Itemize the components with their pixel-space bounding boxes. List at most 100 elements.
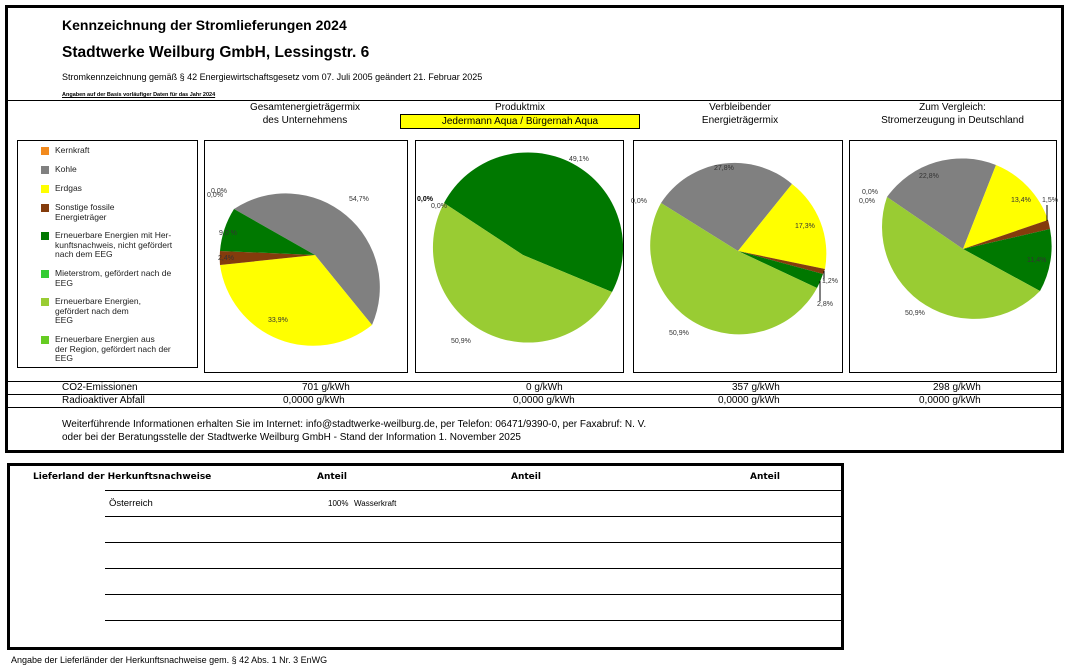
- legend-label: Erdgas: [55, 183, 82, 193]
- data-basis-note: Angaben auf der Basis vorläufiger Daten …: [62, 92, 216, 98]
- row-divider: [105, 490, 841, 491]
- co2-residual: 357 g/kWh: [732, 382, 780, 393]
- legend-label: kunftsnachweis, nicht gefördert: [55, 239, 173, 250]
- pie-chart-germany: 22,8% 0,0% 0,0% 13,4% 1,5% 11,4% 50,9%: [849, 140, 1058, 373]
- slice-label: 49,1%: [569, 156, 589, 163]
- slice-label: 0,0%: [859, 198, 875, 205]
- column-header-line: Verbleibender: [709, 102, 771, 113]
- slice-label: 0,0%: [631, 198, 647, 205]
- co2-row: CO2-Emissionen 701 g/kWh 0 g/kWh 357 g/k…: [8, 382, 1061, 394]
- legend-item-erdgas: Erdgas: [41, 183, 195, 194]
- co2-germany: 298 g/kWh: [933, 382, 981, 393]
- footer-note: Angabe der Lieferländer der Herkunftsnac…: [11, 655, 328, 665]
- row-divider: [105, 620, 841, 621]
- column-header-germany: Zum Vergleich: Stromerzeugung in Deutsch…: [850, 101, 1055, 127]
- legend-label: EEG: [55, 353, 73, 363]
- legend-label: Sonstige fossile: [55, 202, 115, 212]
- pie-svg: [882, 158, 1052, 319]
- slice-label: 27,8%: [714, 165, 734, 172]
- legend-item-sonstige-fossile: Sonstige fossile Energieträger: [41, 202, 195, 222]
- swatch-icon: [41, 336, 49, 344]
- legend-label: Mieterstrom, gefördert nach de: [55, 268, 172, 278]
- waste-company: 0,0000 g/kWh: [283, 395, 345, 406]
- legend-item-region: Erneuerbare Energien aus der Region, gefö…: [41, 334, 195, 364]
- pie-svg: [219, 193, 380, 346]
- row-type: Wasserkraft: [354, 499, 397, 508]
- legend-item-kohle: Kohle: [41, 164, 195, 175]
- page-title: Kennzeichnung der Stromlieferungen 2024: [62, 17, 347, 33]
- slice-label: 0,0%: [211, 188, 227, 195]
- divider: [8, 407, 1061, 408]
- slice-label: 0,0%: [417, 196, 433, 203]
- legend-label: nach dem EEG: [55, 249, 113, 259]
- legal-subtitle: Stromkennzeichnung gemäß § 42 Energiewir…: [62, 72, 483, 82]
- legend-label: EEG: [55, 315, 73, 325]
- slice-label: 54,7%: [349, 196, 369, 203]
- co2-company: 701 g/kWh: [302, 382, 350, 393]
- row-divider: [105, 568, 841, 569]
- legend-label: Kohle: [55, 164, 77, 174]
- slice-label: 50,9%: [669, 330, 689, 337]
- divider: [8, 394, 1061, 395]
- info-line-2: oder bei der Beratungsstelle der Stadtwe…: [62, 432, 521, 443]
- label-box: [5, 5, 1064, 453]
- row-country: Österreich: [109, 498, 153, 509]
- slice-label: 13,4%: [1011, 197, 1031, 204]
- legend-label: gefördert nach dem: [55, 305, 129, 316]
- legend-label: der Region, gefördert nach der: [55, 343, 171, 354]
- waste-label: Radioaktiver Abfall: [62, 395, 145, 406]
- column-header-residual-mix: Verbleibender Energieträgermix: [645, 101, 835, 127]
- legend-item-eeg: Erneuerbare Energien, gefördert nach dem E…: [41, 296, 195, 326]
- slice-label: 50,9%: [451, 338, 471, 345]
- legend-label: EEG: [55, 277, 73, 288]
- slice-label: 9,0 %: [219, 230, 237, 237]
- waste-germany: 0,0000 g/kWh: [919, 395, 981, 406]
- row-divider: [105, 594, 841, 595]
- slice-label: 50,9%: [905, 310, 925, 317]
- slice-label: 1,5%: [1042, 197, 1058, 204]
- chart-legend: Kernkraft Kohle Erdgas Sonstige fossile E…: [17, 140, 198, 368]
- slice-label: 0,0%: [862, 189, 878, 196]
- slice-label: 11,4%: [1027, 257, 1047, 264]
- legend-label: Erneuerbare Energien mit Her-: [55, 230, 172, 240]
- row-share: 100%: [328, 499, 349, 508]
- legend-label: Erneuerbare Energien,: [55, 296, 142, 306]
- swatch-icon: [41, 232, 49, 240]
- swatch-icon: [41, 298, 49, 306]
- pie-chart-company-mix: 54,7% 0,0% 0,0% 9,0 % 2,4% 33,9%: [204, 140, 408, 373]
- divider: [8, 100, 1061, 101]
- swatch-icon: [41, 204, 49, 212]
- column-header-line: Stromerzeugung in Deutschland: [881, 115, 1024, 126]
- slice-label: 0,0%: [207, 192, 223, 199]
- info-line-1: Weiterführende Informationen erhalten Si…: [62, 419, 647, 430]
- product-name-badge: Jedermann Aqua / Bürgernah Aqua: [400, 114, 640, 129]
- header-anteil-1: Anteil: [317, 472, 347, 482]
- co2-product: 0 g/kWh: [526, 382, 563, 393]
- origin-table-box: [7, 463, 844, 650]
- header-lieferland: Lieferland der Herkunftsnachweise: [33, 472, 212, 482]
- legend-item-erneuerbare-hkn: Erneuerbare Energien mit Her-kunftsnachw…: [41, 230, 195, 260]
- waste-residual: 0,0000 g/kWh: [718, 395, 780, 406]
- swatch-icon: [41, 147, 49, 155]
- pie-chart-residual-mix: 27,8% 17,3% 1,2% 2,8% 50,9% 0,0%: [631, 140, 843, 373]
- divider: [8, 381, 1061, 382]
- row-divider: [105, 542, 841, 543]
- column-header-line: Zum Vergleich:: [919, 102, 986, 113]
- slice-label: 33,9%: [268, 317, 288, 324]
- pie-svg: [650, 162, 827, 335]
- slice-label: 1,2%: [822, 278, 838, 285]
- slice-label: 22,8%: [919, 173, 939, 180]
- swatch-icon: [41, 185, 49, 193]
- legend-label: Energieträger: [55, 211, 107, 222]
- row-divider: [105, 516, 841, 517]
- column-header-line: des Unternehmens: [262, 115, 348, 126]
- slice-label: 0,0%: [431, 203, 447, 210]
- waste-product: 0,0000 g/kWh: [513, 395, 575, 406]
- swatch-icon: [41, 166, 49, 174]
- pie-chart-product-mix: 49,1% 50,9% 0,0% 0,0%: [415, 140, 624, 373]
- co2-label: CO2-Emissionen: [62, 382, 138, 393]
- slice-label: 2,4%: [218, 255, 234, 262]
- column-header-company-mix: Gesamtenergieträgermix des Unternehmens: [210, 101, 400, 127]
- slice-label: 2,8%: [817, 301, 833, 308]
- company-name: Stadtwerke Weilburg GmbH, Lessingstr. 6: [62, 44, 370, 61]
